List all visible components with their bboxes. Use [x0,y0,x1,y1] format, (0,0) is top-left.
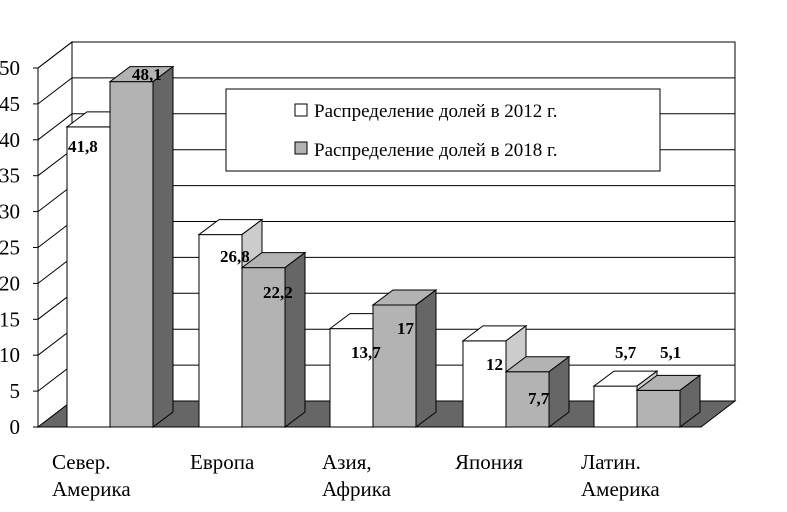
y-tick-label: 50 [0,56,20,80]
data-label: 48,1 [132,65,162,84]
bar-2012-3 [461,324,528,428]
data-labels: 41,8 26,8 13,7 12 5,7 48,1 22,2 17 7,7 5,1 [68,65,681,408]
x-category-label: Европа [190,450,255,474]
x-category-label: Азия, [322,450,372,474]
y-tick-label: 10 [0,343,20,367]
bar-2018-2 [371,288,438,428]
y-tick-label: 25 [0,236,20,260]
data-label: 7,7 [528,389,550,408]
legend-label-2018: Распределение долей в 2018 г. [314,140,557,161]
data-label: 5,7 [615,343,637,362]
data-label: 13,7 [351,343,381,362]
y-tick-label: 30 [0,200,20,224]
data-label: 12 [486,355,503,374]
y-tick-label: 45 [0,92,20,116]
data-label: 26,8 [220,247,250,266]
legend-box [225,88,661,172]
y-tick-label: 35 [0,164,20,188]
bar-2018-3 [504,355,571,428]
y-tick-label: 5 [10,379,21,403]
data-label: 41,8 [68,137,98,156]
gridline [37,77,735,105]
bars [65,65,702,428]
y-tick-label: 0 [10,415,21,439]
data-label: 22,2 [263,283,293,302]
x-category-label: Америка [52,477,131,501]
y-tick-label: 15 [0,307,20,331]
legend: Распределение долей в 2012 г. Распределе… [225,88,661,172]
x-category-label: Америка [581,477,660,501]
bar-2018-1 [240,251,307,428]
x-category-label: Север. [52,450,110,474]
legend-swatch-2018 [294,141,308,155]
y-tick-label: 20 [0,271,20,295]
x-category-label: Япония [455,450,523,474]
legend-label-2012: Распределение долей в 2012 г. [314,101,557,122]
y-tick-label: 40 [0,128,20,152]
legend-swatch-2012 [294,103,308,117]
gridline [37,41,735,69]
data-label: 5,1 [660,343,681,362]
bar-2018-0 [108,65,175,428]
data-label: 17 [397,319,415,338]
y-axis: 0 5 10 15 20 25 30 35 40 45 50 [0,56,39,439]
x-category-label: Латин. [581,450,641,474]
x-category-label: Африка [322,477,392,501]
x-axis-labels: Север. Америка Европа Азия, Африка Япония Лати… [52,450,660,501]
bar-2018-4 [635,374,702,428]
